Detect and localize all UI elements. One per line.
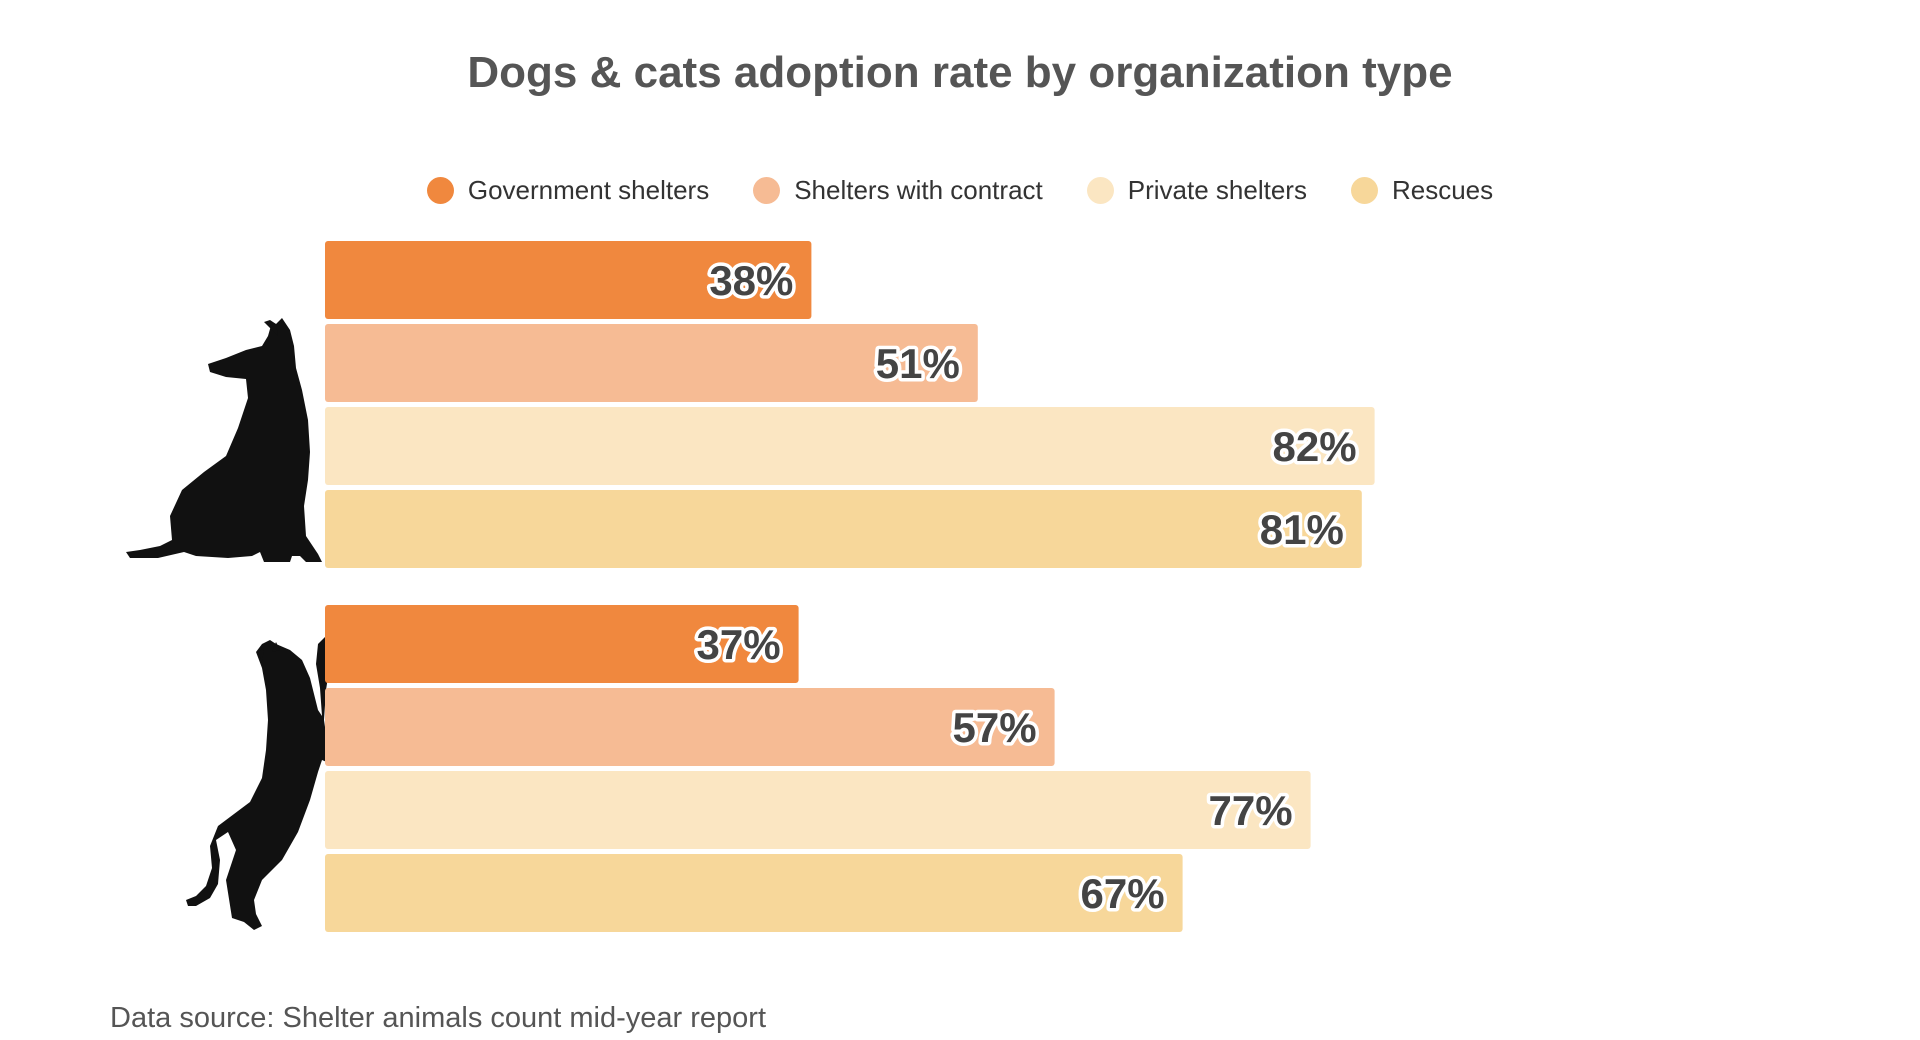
bar-label-dogs-rescues: 81% <box>1260 506 1344 553</box>
chart-title: Dogs & cats adoption rate by organizatio… <box>467 48 1453 97</box>
bars-layer: 38% 51% 82% 81% 37% 57% 77% 67% <box>325 241 1375 932</box>
legend-label-government: Government shelters <box>467 175 710 205</box>
cat-silhouette-icon <box>186 636 344 930</box>
bar-label-dogs-government: 38% <box>709 257 793 304</box>
bar-cats-contract <box>325 688 1055 766</box>
legend: Government shelters Shelters with contra… <box>0 175 1920 206</box>
bar-cats-private <box>325 771 1311 849</box>
legend-swatch-contract <box>753 177 781 204</box>
bar-dogs-rescues <box>325 490 1362 568</box>
bar-cats-rescues <box>325 854 1183 932</box>
legend-item-rescues: Rescues <box>1350 175 1494 206</box>
legend-item-contract: Shelters with contract <box>753 175 1043 206</box>
legend-label-contract: Shelters with contract <box>794 175 1043 205</box>
bar-dogs-contract <box>325 324 978 402</box>
legend-label-rescues: Rescues <box>1391 175 1494 205</box>
bar-label-dogs-contract: 51% <box>876 340 960 387</box>
legend-swatch-private <box>1086 177 1114 204</box>
legend-label-private: Private shelters <box>1127 175 1307 205</box>
data-source-note: Data source: Shelter animals count mid-y… <box>110 1002 767 1034</box>
bar-label-cats-rescues: 67% <box>1081 870 1165 917</box>
legend-swatch-government <box>426 177 454 204</box>
legend-swatch-rescues <box>1350 177 1378 204</box>
legend-item-government: Government shelters <box>426 175 710 206</box>
bar-label-cats-government: 37% <box>697 621 781 668</box>
bar-dogs-government <box>325 241 812 319</box>
bar-label-cats-contract: 57% <box>953 704 1037 751</box>
bar-dogs-private <box>325 407 1375 485</box>
dog-silhouette-icon <box>126 318 322 562</box>
bar-label-cats-private: 77% <box>1209 787 1293 834</box>
bar-label-dogs-private: 82% <box>1273 423 1357 470</box>
bar-cats-government <box>325 605 799 683</box>
legend-item-private: Private shelters <box>1086 175 1307 206</box>
